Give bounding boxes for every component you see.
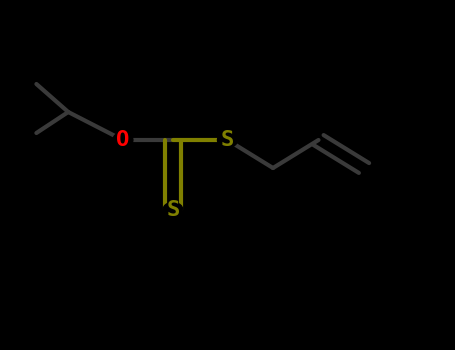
Text: S: S [221, 130, 234, 150]
Text: S: S [166, 200, 180, 220]
Circle shape [113, 132, 133, 148]
Text: O: O [116, 130, 130, 150]
Circle shape [163, 202, 183, 218]
Circle shape [217, 132, 238, 148]
